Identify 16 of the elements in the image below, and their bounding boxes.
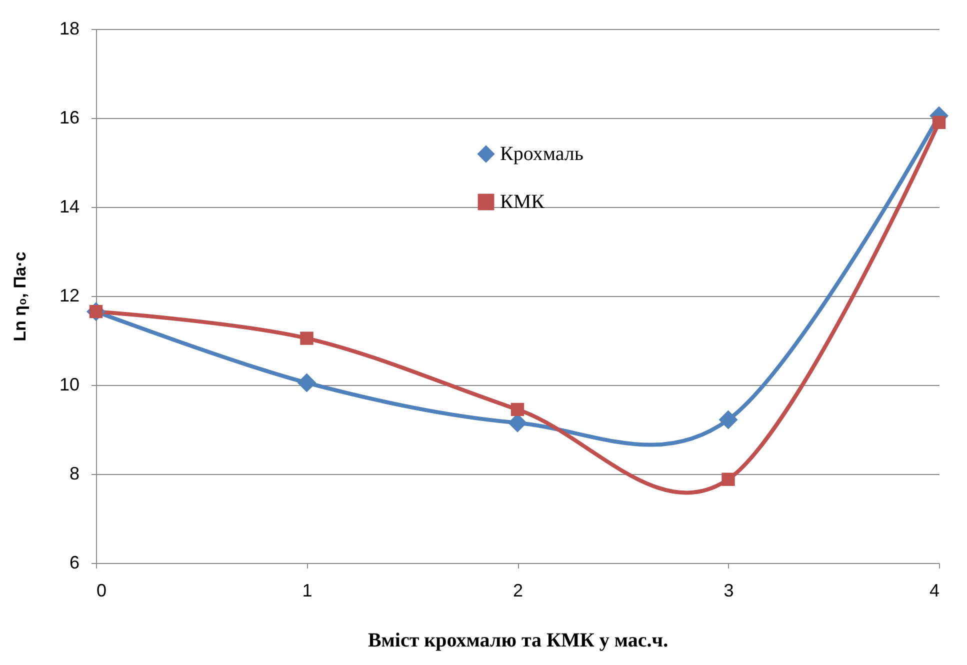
y-tick-label: 14 bbox=[59, 196, 80, 216]
y-axis-title: Ln η₀, Па·с bbox=[10, 252, 30, 342]
x-axis-title: Вміст крохмалю та КМК у мас.ч. bbox=[368, 630, 668, 652]
y-tick-label: 8 bbox=[69, 464, 80, 484]
y-tick-label: 12 bbox=[59, 286, 80, 306]
x-tick-label: 0 bbox=[96, 580, 107, 600]
y-tick-label: 10 bbox=[59, 374, 80, 394]
y-tick-label: 16 bbox=[59, 108, 80, 128]
x-tick-label: 4 bbox=[929, 580, 940, 600]
legend-label: КМК bbox=[500, 191, 546, 213]
y-tick-label: 18 bbox=[59, 18, 80, 38]
legend-label: Крохмаль bbox=[500, 143, 584, 165]
x-tick-label: 2 bbox=[512, 580, 524, 600]
x-tick-label: 1 bbox=[302, 580, 312, 600]
y-tick-label: 6 bbox=[69, 552, 80, 572]
x-tick-label: 3 bbox=[724, 580, 734, 600]
